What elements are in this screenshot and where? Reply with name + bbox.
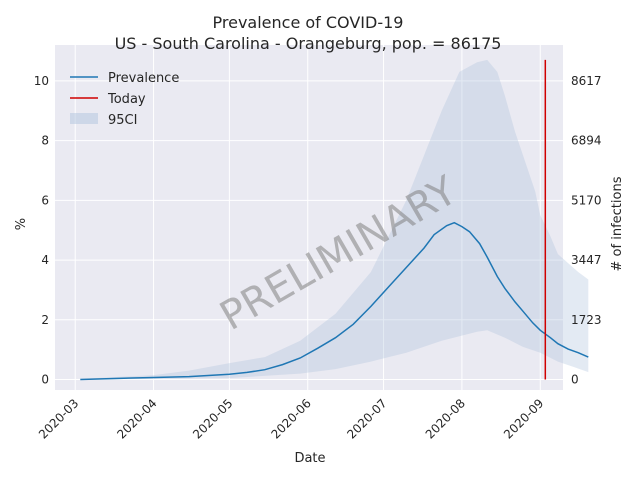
y-tick-label: 2 bbox=[41, 313, 49, 327]
y-tick-label: 4 bbox=[41, 253, 49, 267]
y2-tick-label: 0 bbox=[571, 373, 579, 387]
legend-ci-label: 95CI bbox=[108, 113, 137, 128]
x-tick-label: 2020-07 bbox=[344, 396, 389, 441]
y2-tick-label: 6894 bbox=[571, 134, 602, 148]
y2-axis-ticks: 0 1723 3447 5170 6894 8617 bbox=[571, 74, 602, 387]
grid bbox=[55, 45, 563, 390]
x-tick-label: 2020-03 bbox=[36, 396, 81, 441]
prevalence-line bbox=[80, 221, 589, 381]
y-axis-ticks: 0 2 4 6 8 10 bbox=[34, 74, 49, 387]
y-tick-label: 8 bbox=[41, 134, 49, 148]
y2-axis-label: # of infections bbox=[610, 176, 625, 271]
chart-title-line1: Prevalence of COVID-19 bbox=[213, 13, 404, 32]
y2-tick-label: 8617 bbox=[571, 74, 602, 88]
x-tick-label: 2020-05 bbox=[190, 396, 235, 441]
y2-tick-label: 1723 bbox=[571, 313, 602, 327]
legend: Prevalence Today 95CI bbox=[70, 71, 179, 128]
x-tick-label: 2020-04 bbox=[114, 396, 159, 441]
x-axis-label: Date bbox=[294, 451, 325, 466]
ci-band bbox=[80, 59, 589, 380]
plot-background bbox=[55, 45, 563, 390]
y-tick-label: 6 bbox=[41, 193, 49, 207]
y-tick-label: 10 bbox=[34, 74, 49, 88]
x-tick-label: 2020-09 bbox=[501, 396, 546, 441]
x-tick-label: 2020-06 bbox=[269, 396, 314, 441]
y-tick-label: 0 bbox=[41, 373, 49, 387]
chart-title-line2: US - South Carolina - Orangeburg, pop. =… bbox=[115, 34, 502, 53]
x-axis-ticks: 2020-03 2020-04 2020-05 2020-06 2020-07 2020-… bbox=[36, 396, 546, 441]
y-axis-label: % bbox=[14, 218, 29, 230]
y2-tick-label: 5170 bbox=[571, 193, 602, 207]
x-tick-label: 2020-08 bbox=[423, 396, 468, 441]
legend-prevalence-label: Prevalence bbox=[108, 71, 179, 86]
legend-ci-swatch bbox=[70, 113, 98, 124]
legend-today-label: Today bbox=[107, 92, 146, 107]
y2-tick-label: 3447 bbox=[571, 253, 602, 267]
